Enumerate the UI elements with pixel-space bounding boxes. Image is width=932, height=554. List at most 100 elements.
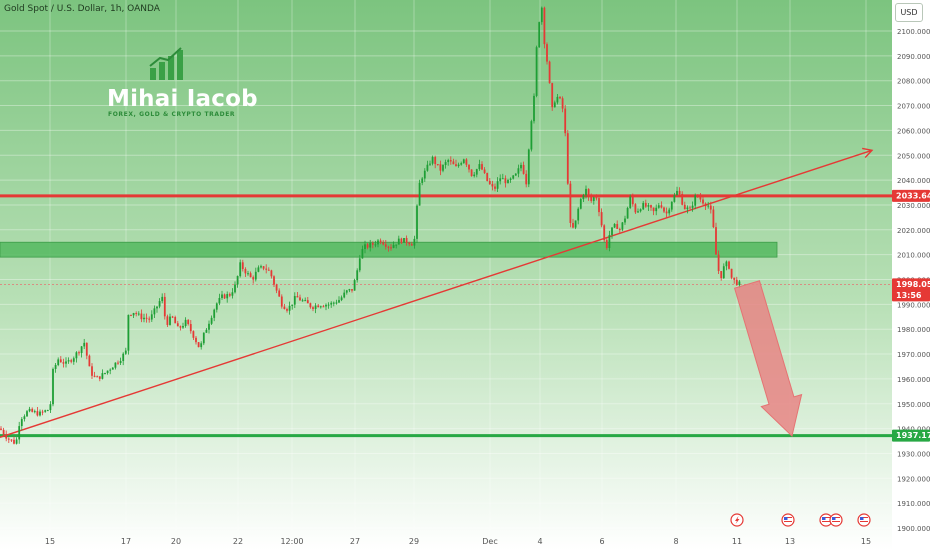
lightning-event-icon[interactable]: [730, 513, 744, 527]
candle: [262, 266, 265, 269]
currency-button[interactable]: USD: [895, 3, 923, 22]
candle: [465, 159, 468, 165]
candle: [559, 96, 561, 99]
candle: [31, 408, 34, 412]
candle: [62, 362, 65, 364]
support-price-label-text: 1937.178: [896, 431, 932, 440]
candle: [501, 178, 504, 180]
candle: [624, 218, 626, 223]
candle: [538, 22, 541, 48]
candle: [286, 309, 288, 311]
candle: [598, 198, 600, 213]
candle: [608, 235, 611, 248]
candle: [551, 83, 554, 108]
candle: [543, 7, 546, 45]
candle: [231, 292, 234, 296]
time-tick-label: 6: [599, 537, 604, 546]
candle: [468, 164, 470, 170]
candle: [676, 190, 678, 196]
flag-stripe: [784, 519, 792, 520]
us-flag-event-icon[interactable]: [857, 513, 871, 527]
candle: [161, 296, 164, 302]
flag-stripe: [784, 523, 792, 524]
resistance-price-label[interactable]: [892, 189, 930, 202]
candle: [613, 223, 616, 228]
price-axis[interactable]: 1900.000 1910.000 1920.000 1930.000 1940.000…: [892, 0, 932, 550]
candle: [348, 289, 351, 291]
candle: [618, 228, 621, 230]
candle: [317, 305, 320, 308]
candle: [174, 317, 177, 324]
candle: [153, 308, 156, 315]
time-tick-label: 29: [409, 537, 419, 546]
trendline[interactable]: [0, 149, 873, 438]
candle: [605, 240, 608, 248]
candle: [15, 439, 18, 444]
candle: [553, 102, 556, 108]
support-price-label[interactable]: [892, 429, 930, 442]
candle: [629, 196, 632, 208]
flag-stripe: [860, 517, 868, 518]
us-flag-event-icon[interactable]: [781, 513, 795, 527]
candle: [304, 300, 307, 302]
candle: [444, 162, 447, 166]
current-price-label[interactable]: [892, 278, 930, 302]
flag-stripe: [832, 517, 840, 518]
candle: [582, 195, 585, 200]
candle: [218, 298, 221, 304]
candle: [257, 267, 260, 272]
watermark-brand: Mihai Iacob: [107, 86, 258, 112]
candle: [20, 419, 23, 427]
candle: [405, 238, 408, 243]
candle: [364, 244, 366, 250]
candle: [369, 243, 372, 248]
candle: [691, 205, 694, 208]
candle: [143, 317, 145, 320]
flag-stripe: [784, 517, 792, 518]
projection-arrow[interactable]: [733, 280, 803, 438]
candle: [416, 205, 418, 239]
candle: [652, 207, 655, 212]
candle: [345, 290, 348, 293]
candle: [410, 244, 413, 246]
candle: [486, 172, 489, 181]
candle: [156, 306, 158, 309]
candle: [728, 261, 730, 269]
lightning-bolt: [735, 516, 740, 524]
candle: [494, 186, 496, 189]
candle: [330, 302, 333, 305]
candle: [111, 367, 114, 370]
current-price-label-text: 1998.050: [896, 280, 932, 289]
flag-canton: [860, 517, 864, 520]
candle: [306, 300, 309, 304]
candle: [319, 306, 322, 308]
candle: [260, 266, 262, 268]
candle: [338, 300, 340, 303]
candle: [696, 195, 699, 197]
candle: [681, 193, 684, 205]
candle: [325, 304, 327, 307]
candle: [668, 209, 671, 214]
watermark-tagline: FOREX, GOLD & CRYPTO TRADER: [108, 111, 236, 118]
candle: [660, 205, 663, 208]
candle: [23, 416, 26, 420]
time-tick-label: 15: [861, 537, 871, 546]
candle: [387, 246, 390, 248]
candle: [247, 273, 249, 275]
candle: [13, 439, 15, 444]
candle: [332, 302, 335, 304]
candle: [67, 360, 70, 362]
candle: [358, 258, 361, 271]
candle: [223, 294, 226, 299]
candle: [722, 266, 725, 279]
price-tick-label: 1950.000: [897, 401, 930, 409]
candle: [296, 296, 299, 298]
resistance-price-label-text: 2033.641: [896, 191, 932, 200]
time-axis[interactable]: 15 17 20 22 12:00 27 29 Dec 4 6 8 11 13 15: [45, 537, 871, 546]
candle: [356, 270, 359, 281]
candle: [124, 350, 127, 354]
us-flag-event-icon[interactable]: [829, 513, 843, 527]
candle: [322, 306, 325, 308]
candle: [527, 149, 530, 185]
